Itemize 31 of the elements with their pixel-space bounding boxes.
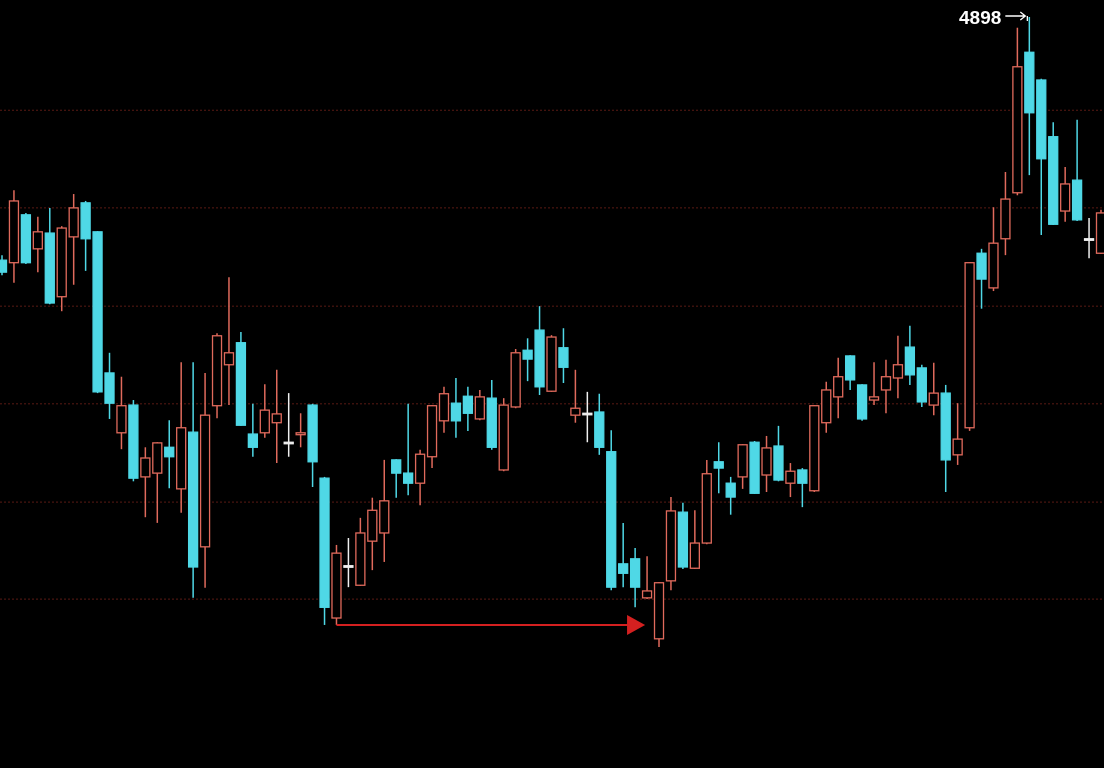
candlestick <box>928 362 939 416</box>
candlestick <box>450 377 462 439</box>
candlestick <box>343 537 354 588</box>
candlestick <box>462 386 474 432</box>
candlestick <box>725 476 736 516</box>
annotation: 4898 <box>959 7 1002 28</box>
candlestick <box>164 419 175 489</box>
candlestick <box>271 369 282 464</box>
candlestick <box>952 402 963 466</box>
candlestick <box>1083 217 1095 260</box>
candlestick <box>833 357 844 420</box>
candlestick <box>247 403 259 458</box>
candlestick <box>259 383 270 439</box>
candlestick <box>641 555 653 600</box>
candlestick <box>844 354 856 391</box>
candlestick <box>474 389 485 421</box>
candlestick <box>785 462 796 498</box>
candlestick <box>797 467 808 508</box>
candlestick <box>880 358 892 415</box>
candlestick <box>618 522 629 588</box>
candlestick <box>140 446 151 518</box>
candlestick <box>713 441 724 495</box>
candlestick <box>558 327 569 384</box>
candlestick <box>868 361 880 406</box>
candlestick <box>223 276 235 406</box>
candlestick <box>391 458 402 499</box>
candlestick <box>403 403 414 496</box>
candlestick <box>32 215 43 273</box>
candlestick <box>295 412 306 449</box>
candlestick <box>892 335 904 399</box>
candlestick <box>570 369 581 424</box>
